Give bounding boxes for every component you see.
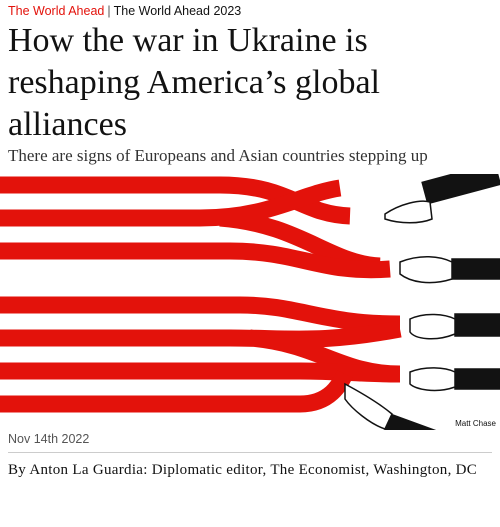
publish-date: Nov 14th 2022: [8, 432, 90, 446]
hand: [409, 367, 456, 392]
sleeve: [451, 258, 500, 280]
sleeve: [454, 368, 500, 390]
stripe: [0, 362, 401, 383]
sleeve: [421, 174, 500, 205]
hand: [409, 313, 456, 340]
subheadline: There are signs of Europeans and Asian c…: [8, 146, 428, 165]
separator: |: [107, 4, 111, 18]
hand: [344, 382, 393, 430]
stripe: [0, 296, 401, 333]
sleeve: [454, 313, 500, 337]
stripe: [0, 370, 353, 413]
series-link[interactable]: The World Ahead 2023: [113, 4, 242, 18]
hands: [344, 174, 500, 430]
section-link[interactable]: The World Ahead: [8, 4, 105, 18]
headline: How the war in Ukraine is reshaping Amer…: [8, 22, 381, 143]
hand: [399, 256, 453, 284]
divider: [8, 452, 492, 453]
kicker: The World Ahead | The World Ahead 2023: [8, 4, 241, 18]
image-credit: Matt Chase: [455, 419, 496, 428]
stripe: [0, 242, 391, 279]
stripes: [0, 176, 402, 413]
hand: [384, 200, 433, 224]
sleeve: [383, 413, 448, 430]
byline: By Anton La Guardia: Diplomatic editor, …: [8, 462, 478, 478]
illustration: Matt Chase: [0, 174, 500, 430]
